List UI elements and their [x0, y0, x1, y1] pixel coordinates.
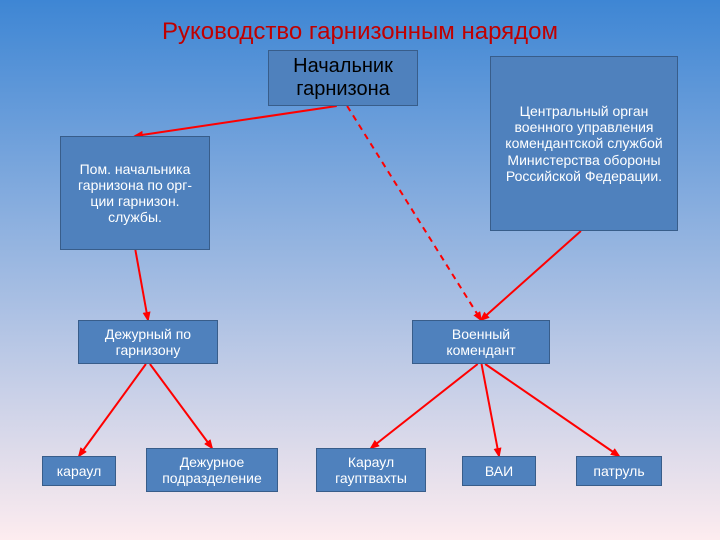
node-pom: Пом. начальника гарнизона по орг-ции гар…	[60, 136, 210, 250]
node-vai: ВАИ	[462, 456, 536, 486]
edge-root-pom	[135, 106, 337, 136]
node-root: Начальник гарнизона	[268, 50, 418, 106]
diagram-stage: Руководство гарнизонным нарядом Начальни…	[0, 0, 720, 540]
node-dezh: Дежурный по гарнизону	[78, 320, 218, 364]
edge-komendant-gaupt	[371, 364, 478, 448]
edge-dezh-karaul	[79, 364, 146, 456]
page-title: Руководство гарнизонным нарядом	[0, 18, 720, 46]
node-gaupt: Караул гауптвахты	[316, 448, 426, 492]
edge-root-komendant	[347, 106, 481, 320]
node-komendant: Военный комендант	[412, 320, 550, 364]
edge-central-komendant	[481, 231, 581, 320]
edge-komendant-vai	[482, 364, 499, 456]
edge-dezh-dezh_podr	[150, 364, 212, 448]
node-central: Центральный орган военного управления ко…	[490, 56, 678, 231]
node-dezh_podr: Дежурное подразделение	[146, 448, 278, 492]
node-karaul: караул	[42, 456, 116, 486]
node-patrul: патруль	[576, 456, 662, 486]
edge-pom-dezh	[135, 250, 148, 320]
edge-komendant-patrul	[485, 364, 619, 456]
